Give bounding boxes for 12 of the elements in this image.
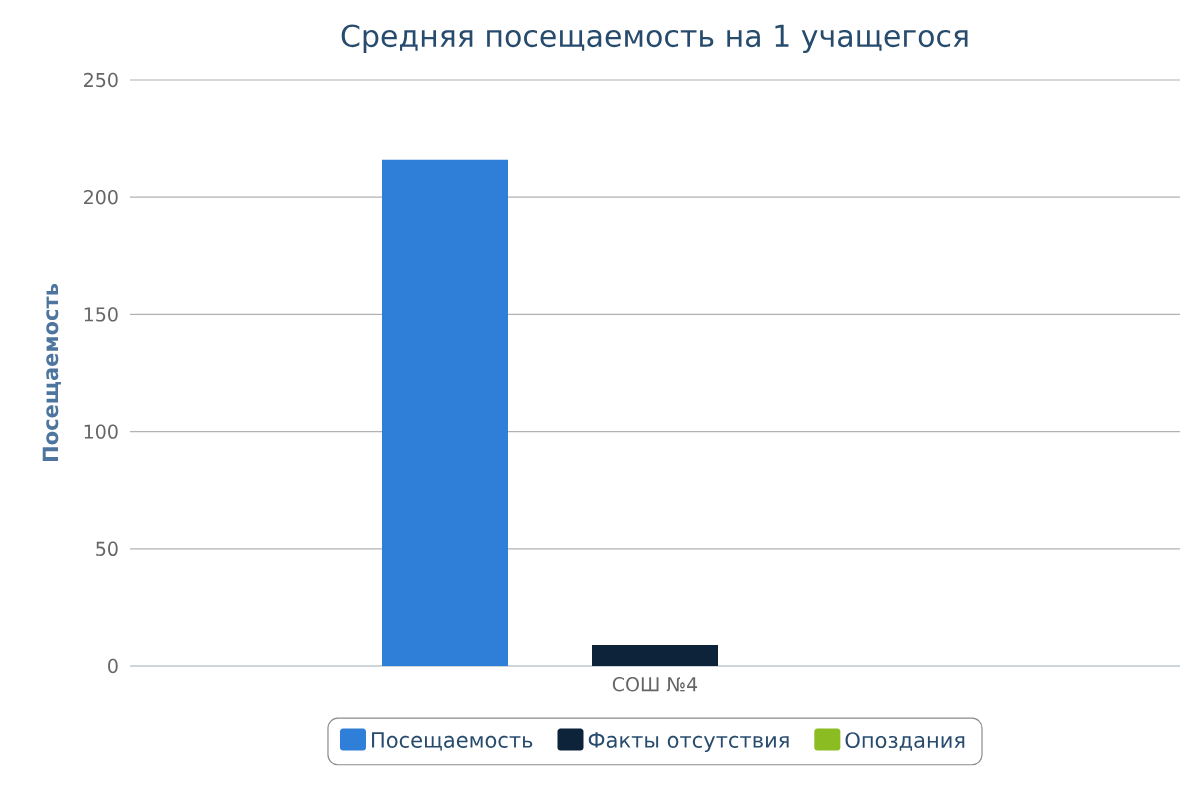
legend-label: Посещаемость — [372, 732, 533, 751]
y-tick-label: 50 — [96, 541, 118, 556]
y-axis-title: Посещаемость — [42, 284, 61, 461]
y-tick-label: 150 — [84, 307, 118, 322]
y-tick-label: 0 — [108, 658, 118, 674]
chart-title: Средняя посещаемость на 1 учащегося — [341, 24, 968, 53]
y-tick-label: 250 — [84, 72, 118, 88]
legend-label: Факты отсутствия — [588, 732, 789, 752]
y-tick-label: 100 — [84, 424, 118, 439]
legend-label: Опоздания — [845, 732, 965, 751]
x-tick-label: СОШ №4 — [612, 677, 698, 692]
y-tick-label: 200 — [84, 190, 118, 205]
